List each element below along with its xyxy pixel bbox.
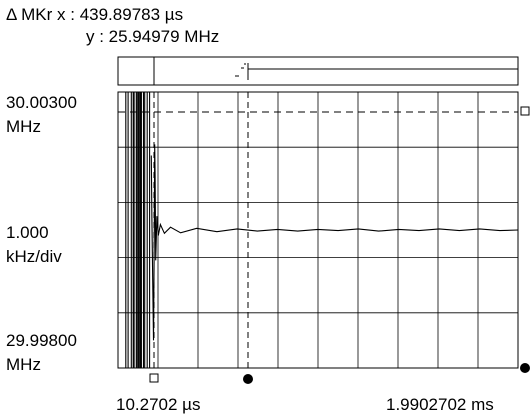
trace-line (150, 144, 519, 341)
y-axis-bottom-unit: MHz (6, 355, 41, 374)
x-axis-end-label: 1.9902702 ms (386, 395, 494, 414)
overview-strip (117, 56, 519, 86)
end-marker-symbol (520, 363, 530, 373)
y-axis-scale-value: 1.000 (6, 223, 49, 242)
x-axis-start-label: 10.2702 µs (116, 395, 200, 414)
y-axis-top-unit: MHz (6, 117, 41, 136)
y-axis-bottom-value: 29.99800 (6, 331, 77, 350)
trace-series (125, 92, 519, 368)
marker-delta-y-readout: y : 25.94979 MHz (86, 27, 219, 46)
marker-delta-x-readout: Δ MKr x : 439.89783 µs (6, 5, 183, 24)
marker-1-symbol (149, 373, 159, 383)
y-axis-top-value: 30.00300 (6, 93, 77, 112)
reference-marker-symbol (520, 106, 530, 116)
marker-2-symbol (243, 374, 253, 384)
y-axis-scale-unit: kHz/div (6, 247, 62, 266)
